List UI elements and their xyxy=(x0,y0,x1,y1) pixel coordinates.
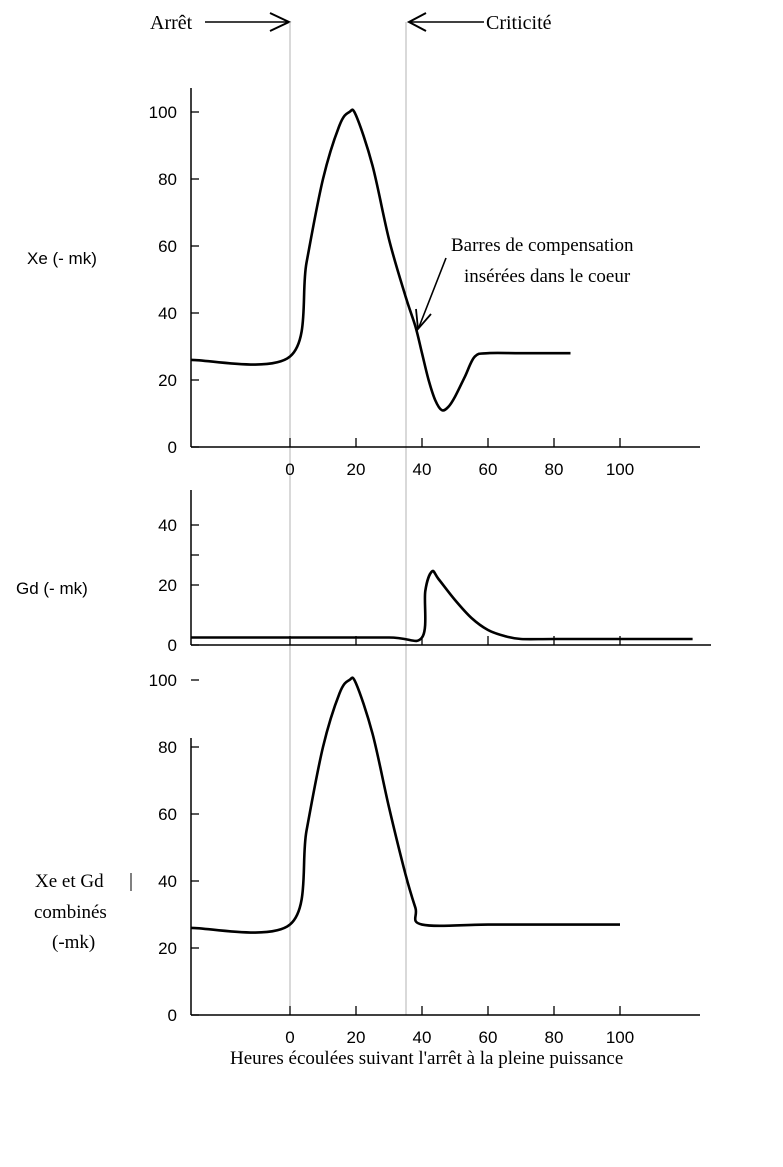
x-tick-label: 40 xyxy=(413,460,432,479)
xe-curve xyxy=(190,108,571,412)
shutdown-label: Arrêt xyxy=(150,12,193,34)
x-axis-label: Heures écoulées suivant l'arrêt à la ple… xyxy=(230,1048,623,1069)
combined-panel: 0 20 40 60 80 100 0 20 40 60 80 100 Xe et Gd combi… xyxy=(34,671,700,1069)
y-tick-label: 0 xyxy=(168,1006,177,1025)
y-tick-label: 20 xyxy=(158,939,177,958)
x-tick-label: 20 xyxy=(347,460,366,479)
x-tick-label: 40 xyxy=(413,1028,432,1047)
compensation-annotation-line2: insérées dans le coeur xyxy=(464,266,631,287)
shutdown-arrow-head xyxy=(269,12,292,32)
gd-panel: 0 20 40 Gd (- mk) xyxy=(16,490,711,655)
gd-curve xyxy=(191,569,693,643)
xe-panel: 0 20 40 60 80 100 0 20 40 60 80 100 Xe (- mk) Barr… xyxy=(27,88,700,479)
xe-y-axis-label: Xe (- mk) xyxy=(27,249,97,268)
y-tick-label: 0 xyxy=(168,636,177,655)
combined-y-label-line3: (-mk) xyxy=(52,932,95,953)
annotation-arrow-head xyxy=(415,308,432,332)
top-markers: Arrêt Criticité xyxy=(150,12,552,34)
y-tick-label: 60 xyxy=(158,805,177,824)
x-tick-label: 100 xyxy=(606,460,634,479)
y-tick-label: 40 xyxy=(158,516,177,535)
x-tick-label: 80 xyxy=(545,1028,564,1047)
x-tick-label: 60 xyxy=(479,1028,498,1047)
y-tick-label: 40 xyxy=(158,304,177,323)
y-tick-label: 0 xyxy=(168,438,177,457)
y-tick-label: 80 xyxy=(158,170,177,189)
combined-y-label-line1: Xe et Gd xyxy=(35,871,104,892)
y-tick-label: 20 xyxy=(158,371,177,390)
compensation-annotation-line1: Barres de compensation xyxy=(451,235,634,256)
y-tick-label: 100 xyxy=(149,103,177,122)
x-tick-label: 0 xyxy=(285,460,294,479)
x-tick-label: 20 xyxy=(347,1028,366,1047)
x-tick-label: 80 xyxy=(545,460,564,479)
x-tick-label: 100 xyxy=(606,1028,634,1047)
combined-y-label-line2: combinés xyxy=(34,902,107,923)
gd-y-axis-label: Gd (- mk) xyxy=(16,579,88,598)
y-tick-label: 100 xyxy=(149,671,177,690)
y-tick-label: 60 xyxy=(158,237,177,256)
y-tick-label: 40 xyxy=(158,872,177,891)
combined-curve xyxy=(190,676,620,934)
criticality-arrow-head xyxy=(406,12,427,32)
annotation-leader xyxy=(418,257,447,328)
x-tick-label: 60 xyxy=(479,460,498,479)
x-tick-label: 0 xyxy=(285,1028,294,1047)
y-tick-label: 20 xyxy=(158,576,177,595)
criticality-label: Criticité xyxy=(486,12,552,34)
y-tick-label: 80 xyxy=(158,738,177,757)
